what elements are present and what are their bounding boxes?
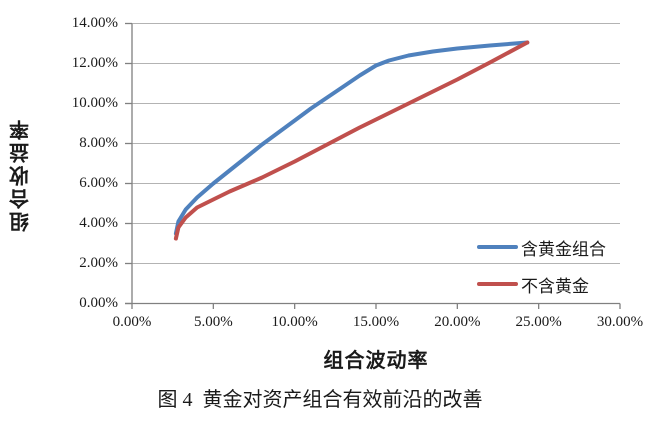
legend-label-with-gold: 含黄金组合 — [521, 239, 606, 259]
legend-item-with-gold: 含黄金组合 — [477, 237, 606, 259]
y-tick-label-12.00%: 12.00% — [71, 54, 118, 71]
x-tick-label-25.00%: 25.00% — [515, 314, 562, 330]
figure-caption: 图 4 黄金对资产组合有效前沿的改善 — [157, 389, 483, 411]
x-tick-label-5.00%: 5.00% — [193, 314, 233, 330]
legend-line-swatch-blue — [477, 245, 518, 249]
x-tick-label-30.00%: 30.00% — [596, 314, 644, 330]
legend-item-without-gold: 不含黄金 — [477, 274, 589, 296]
y-tick-label-0.00%: 0.00% — [79, 294, 118, 311]
x-tick-label-15.00%: 15.00% — [352, 314, 400, 330]
x-tick-label-0.00%: 0.00% — [112, 314, 152, 330]
series-line-1 — [173, 40, 530, 241]
x-tick-label-20.00%: 20.00% — [434, 314, 481, 330]
y-tick-label-4.00%: 4.00% — [79, 214, 118, 231]
y-tick-label-6.00%: 6.00% — [79, 174, 118, 191]
y-axis-title: 组合收益率 — [10, 117, 33, 233]
x-axis-title: 组合波动率 — [323, 350, 429, 372]
legend-line-swatch-red — [477, 282, 518, 286]
y-tick-label-14.00%: 14.00% — [71, 14, 118, 31]
series-line-0 — [173, 40, 530, 236]
y-tick-label-10.00%: 10.00% — [71, 94, 118, 111]
x-tick-label-10.00%: 10.00% — [271, 314, 318, 330]
legend-label-without-gold: 不含黄金 — [521, 276, 589, 296]
y-tick-label-2.00%: 2.00% — [79, 254, 118, 271]
y-tick-label-8.00%: 8.00% — [79, 134, 118, 151]
